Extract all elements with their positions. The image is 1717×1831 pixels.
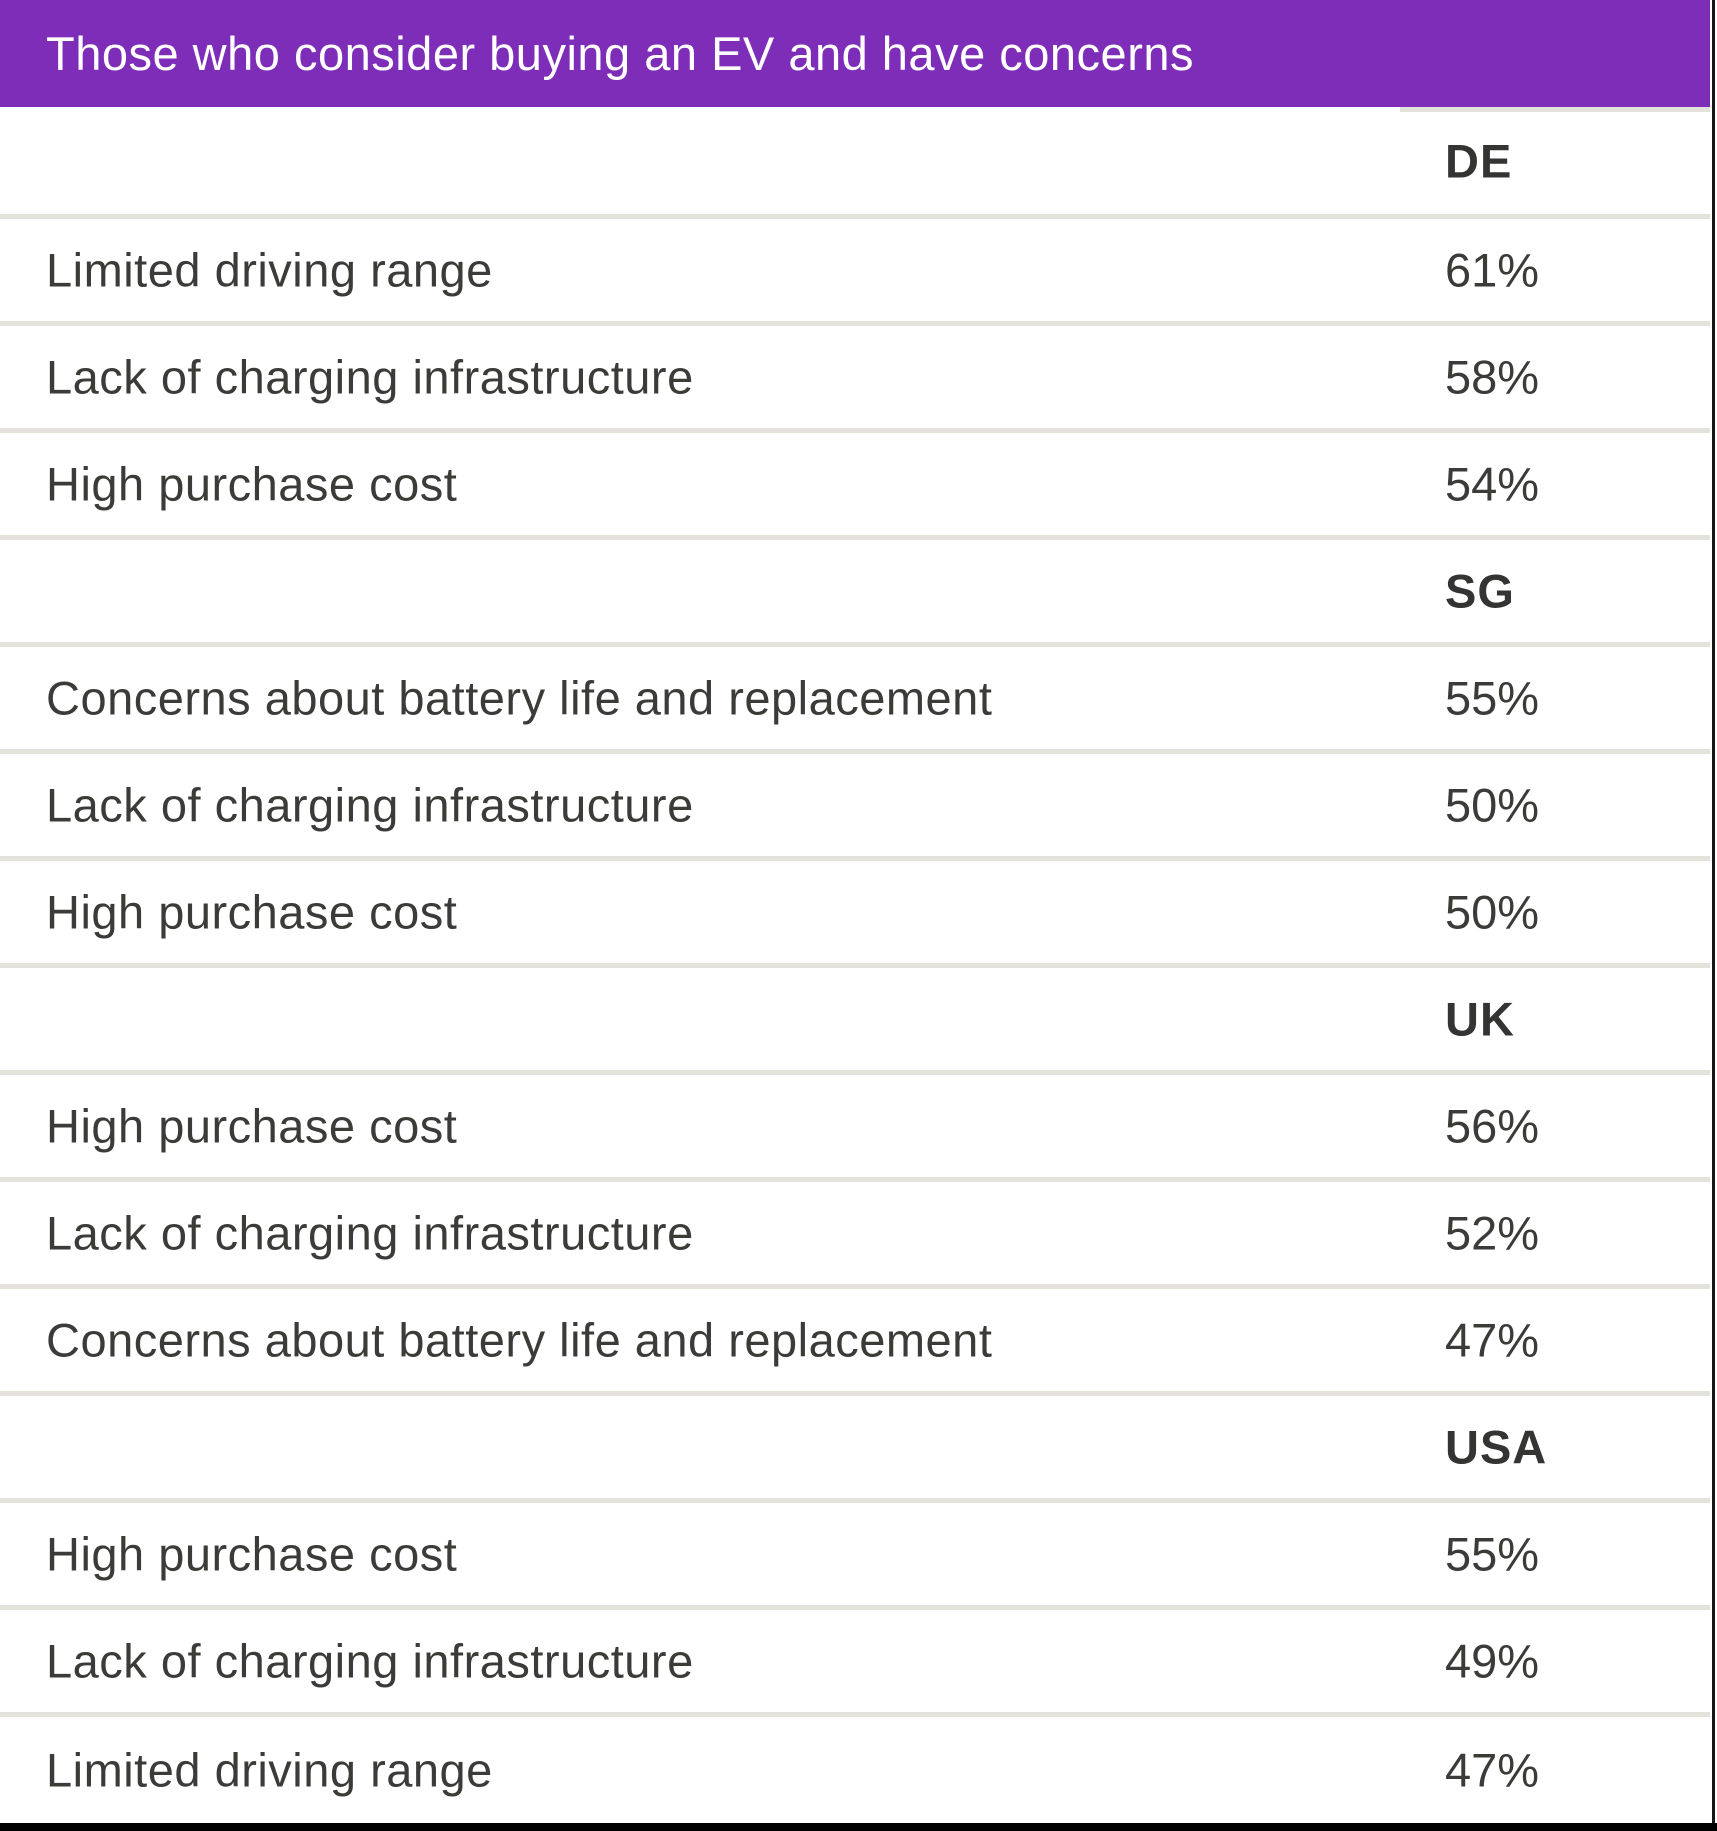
concern-value: 54% (1445, 457, 1540, 511)
concern-label: High purchase cost (46, 457, 458, 511)
concern-value: 58% (1445, 350, 1540, 404)
concerns-table: DE Limited driving range 61% Lack of cha… (0, 107, 1710, 1823)
table-row: Lack of charging infrastructure 50% (0, 749, 1710, 856)
concern-label: Lack of charging infrastructure (46, 1206, 694, 1260)
concern-value: 50% (1445, 885, 1540, 939)
concern-label: Lack of charging infrastructure (46, 778, 694, 832)
table-row: Lack of charging infrastructure 58% (0, 321, 1710, 428)
right-edge-line (1712, 0, 1715, 1823)
concern-value: 55% (1445, 671, 1540, 725)
concern-label: Concerns about battery life and replacem… (46, 671, 993, 725)
concern-label: Limited driving range (46, 1743, 493, 1797)
concern-value: 50% (1445, 778, 1540, 832)
table-row: Concerns about battery life and replacem… (0, 1284, 1710, 1391)
concern-value: 47% (1445, 1743, 1540, 1797)
country-header-row-de: DE (0, 107, 1710, 214)
table-row: High purchase cost 54% (0, 428, 1710, 535)
concern-label: Lack of charging infrastructure (46, 350, 694, 404)
concern-value: 49% (1445, 1634, 1540, 1688)
page-title: Those who consider buying an EV and have… (46, 27, 1194, 80)
concern-label: High purchase cost (46, 885, 458, 939)
country-header-row-uk: UK (0, 963, 1710, 1070)
country-header-row-usa: USA (0, 1391, 1710, 1498)
title-bar: Those who consider buying an EV and have… (0, 0, 1710, 107)
table-row: High purchase cost 50% (0, 856, 1710, 963)
table-row: Limited driving range 47% (0, 1712, 1710, 1823)
table-row: Limited driving range 61% (0, 214, 1710, 321)
concern-value: 52% (1445, 1206, 1540, 1260)
country-header-row-sg: SG (0, 535, 1710, 642)
table-row: Lack of charging infrastructure 52% (0, 1177, 1710, 1284)
table-row: Lack of charging infrastructure 49% (0, 1605, 1710, 1712)
country-label: USA (1445, 1420, 1548, 1474)
concern-value: 55% (1445, 1527, 1540, 1581)
table-row: High purchase cost 55% (0, 1498, 1710, 1605)
country-label: UK (1445, 992, 1515, 1046)
concern-value: 61% (1445, 243, 1540, 297)
country-label: SG (1445, 564, 1515, 618)
concern-label: Lack of charging infrastructure (46, 1634, 694, 1688)
concern-value: 56% (1445, 1099, 1540, 1153)
concern-label: High purchase cost (46, 1099, 458, 1153)
value-column-top-divider (1400, 107, 1710, 112)
table-row: High purchase cost 56% (0, 1070, 1710, 1177)
country-label: DE (1445, 134, 1513, 187)
table-row: Concerns about battery life and replacem… (0, 642, 1710, 749)
concern-label: Concerns about battery life and replacem… (46, 1313, 993, 1367)
concern-value: 47% (1445, 1313, 1540, 1367)
concern-label: High purchase cost (46, 1527, 458, 1581)
bottom-bar (0, 1823, 1717, 1831)
concern-label: Limited driving range (46, 243, 493, 297)
